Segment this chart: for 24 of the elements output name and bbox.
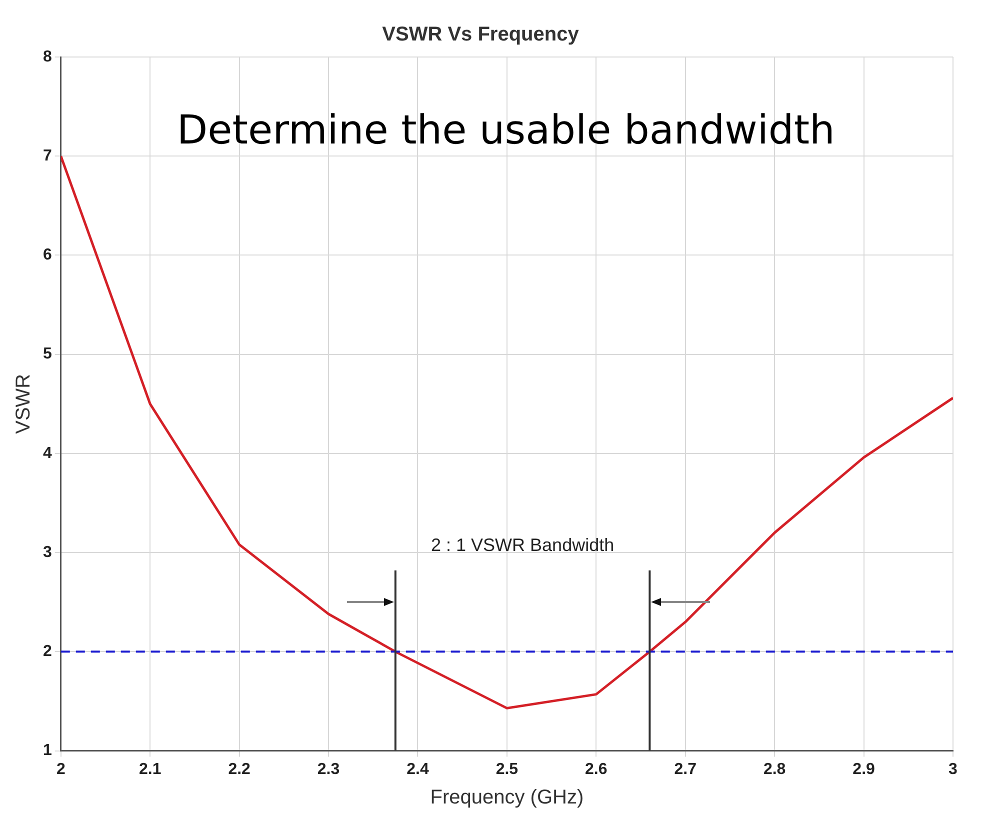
x-axis-title: Frequency (GHz) — [430, 786, 584, 809]
y-tick-label: 2 — [42, 643, 52, 660]
x-tick-label: 2.1 — [138, 760, 162, 778]
y-tick-label: 4 — [42, 444, 52, 462]
x-tick-label: 2.3 — [317, 760, 340, 778]
x-tick-label: 2.9 — [852, 760, 876, 778]
chart-title: VSWR Vs Frequency — [382, 24, 580, 46]
annotation: Determine the usable bandwidth — [176, 108, 835, 154]
y-tick-label: 1 — [42, 742, 52, 760]
x-tick-label: 2.7 — [674, 760, 697, 778]
y-tick-label: 6 — [42, 246, 52, 264]
y-tick-label: 5 — [42, 346, 52, 363]
x-tick-label: 2.6 — [585, 760, 608, 778]
x-tick-label: 2.5 — [496, 760, 518, 778]
y-tick-label: 3 — [42, 544, 52, 561]
x-tick-label: 2.8 — [763, 760, 786, 778]
x-tick-label: 2.2 — [228, 760, 251, 778]
x-tick-label: 2.4 — [406, 760, 429, 778]
y-tick-label: 7 — [42, 148, 52, 165]
x-tick-label: 2 — [56, 760, 66, 778]
y-axis-title: VSWR — [12, 374, 35, 434]
x-tick-label: 3 — [948, 760, 958, 778]
annotation: 2 : 1 VSWR Bandwidth — [431, 535, 614, 556]
y-tick-label: 8 — [42, 48, 52, 66]
